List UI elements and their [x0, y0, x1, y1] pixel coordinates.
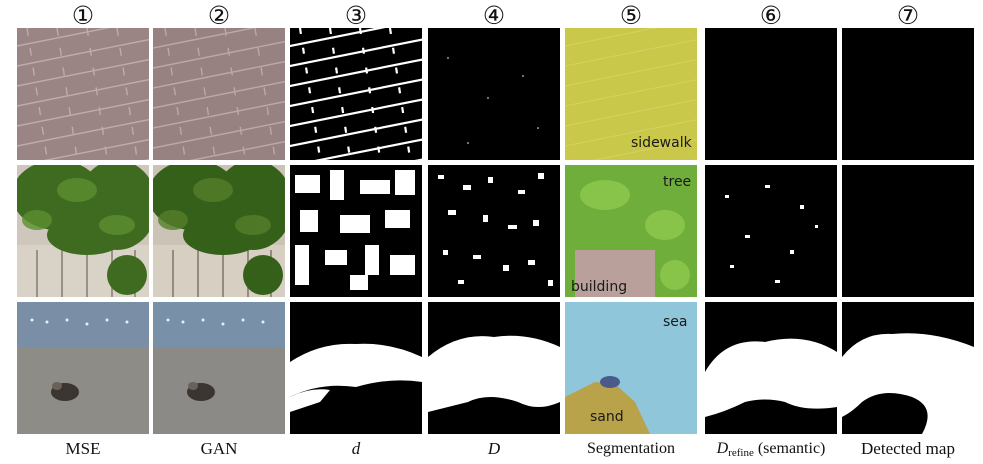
column-label-drefine-main: D — [716, 440, 729, 457]
column-number-6: ⑥ — [759, 1, 783, 30]
column-label-D-text: D — [487, 439, 501, 458]
row2-D-map — [428, 165, 560, 297]
row2-gan-image — [153, 165, 285, 297]
row3-D-map — [428, 302, 560, 434]
segmentation-label-sidewalk: sidewalk — [631, 135, 692, 151]
row3-gan-image — [153, 302, 285, 434]
column-label-segmentation: Segmentation — [587, 440, 675, 457]
row2-drefine-map — [705, 165, 837, 297]
row1-gan-image — [153, 28, 285, 160]
row2-mse-image — [17, 165, 149, 297]
segmentation-label-tree: tree — [663, 174, 692, 190]
row1-mse-image — [17, 28, 149, 160]
row2-segmentation: tree building — [565, 165, 697, 297]
segmentation-label-building: building — [571, 279, 628, 295]
column-number-4: ④ — [482, 1, 506, 30]
row1-d-map — [290, 28, 422, 160]
column-label-d: d — [290, 438, 422, 460]
column-number-3: ③ — [344, 1, 368, 30]
row2-d-map — [290, 165, 422, 297]
column-number-2: ② — [207, 1, 231, 30]
column-label-gan: GAN — [200, 439, 238, 458]
column-label-d-text: d — [351, 439, 361, 458]
row3-d-map — [290, 302, 422, 434]
column-label-drefine: Drefine (semantic) — [705, 438, 837, 464]
column-number-1: ① — [71, 1, 95, 30]
column-label-drefine-suffix: (semantic) — [757, 440, 826, 457]
column-label-mse: MSE — [65, 439, 101, 458]
row3-drefine-map — [705, 302, 837, 434]
column-label-detected: Detected map — [861, 439, 955, 458]
row3-detected-map — [842, 302, 974, 434]
column-number-5: ⑤ — [619, 1, 643, 30]
segmentation-label-sea: sea — [663, 314, 688, 330]
row3-segmentation: sea sand — [565, 302, 697, 434]
row2-detected-map — [842, 165, 974, 297]
row1-drefine-map — [705, 28, 837, 160]
column-label-D: D — [428, 438, 560, 460]
column-number-7: ⑦ — [896, 1, 920, 30]
column-label-drefine-sub: refine — [728, 447, 754, 459]
row3-mse-image — [17, 302, 149, 434]
segmentation-label-sand: sand — [590, 409, 624, 425]
row1-D-map — [428, 28, 560, 160]
row1-segmentation: sidewalk — [565, 28, 697, 160]
row1-detected-map — [842, 28, 974, 160]
